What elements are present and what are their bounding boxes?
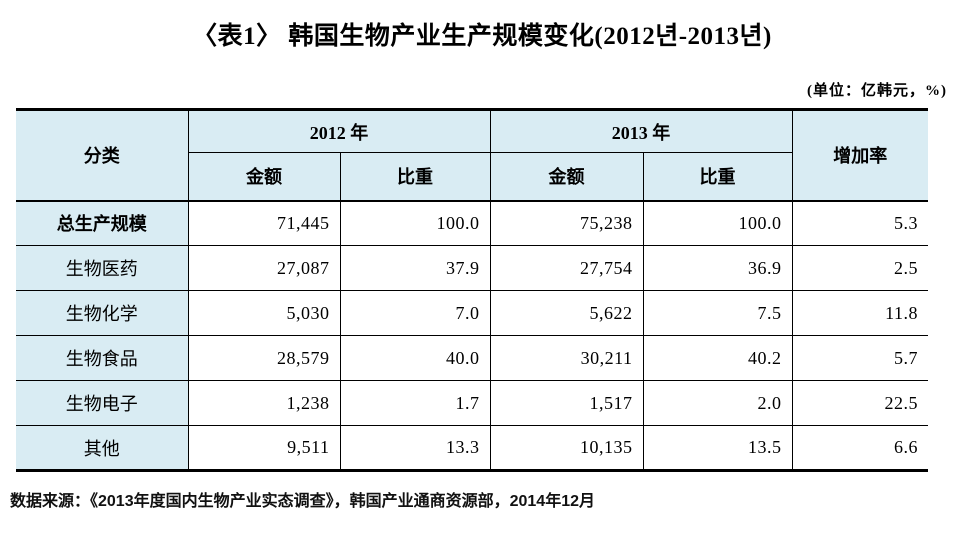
share-2012-cell: 100.0	[339, 199, 491, 246]
amount-2012-cell: 71,445	[187, 199, 341, 246]
header-amount-2013: 金额	[489, 152, 644, 201]
table-row-total: 总生产规模 71,445 100.0 75,238 100.0 5.3	[16, 199, 928, 246]
amount-2013-cell: 1,517	[489, 380, 644, 426]
growth-rate-cell: 11.8	[791, 290, 928, 336]
header-amount-2012: 金额	[188, 152, 341, 201]
share-2013-cell: 100.0	[642, 199, 793, 246]
header-row-years: 分类 2012 年 2013 年 增加率	[16, 109, 928, 201]
table-row-other: 其他 9,511 13.3 10,135 13.5 6.6	[16, 425, 928, 471]
table-title: 〈表1〉 韩国生物产业生产规模变化(2012년-2013년)	[192, 23, 772, 50]
amount-2012-cell: 27,087	[187, 245, 341, 291]
growth-rate-cell: 6.6	[791, 425, 928, 471]
share-2012-cell: 1.7	[339, 380, 491, 426]
header-year-2012: 2012 年	[187, 109, 491, 153]
table-row-biopharma: 生物医药 27,087 37.9 27,754 36.9 2.5	[16, 245, 928, 291]
amount-2012-cell: 9,511	[187, 425, 341, 471]
amount-2012-cell: 5,030	[187, 290, 341, 336]
share-2013-cell: 7.5	[642, 290, 793, 336]
category-cell: 其他	[16, 425, 189, 471]
table-row-biofood: 生物食品 28,579 40.0 30,211 40.2 5.7	[16, 335, 928, 381]
growth-rate-cell: 5.7	[791, 335, 928, 381]
share-2013-cell: 40.2	[642, 335, 793, 381]
category-cell: 生物医药	[16, 245, 189, 291]
unit-note: (单位：亿韩元，%)	[807, 83, 947, 99]
amount-2013-cell: 5,622	[489, 290, 644, 336]
growth-rate-cell: 2.5	[791, 245, 928, 291]
amount-2012-cell: 1,238	[187, 380, 341, 426]
share-2012-cell: 37.9	[339, 245, 491, 291]
share-2012-cell: 40.0	[339, 335, 491, 381]
share-2013-cell: 36.9	[642, 245, 793, 291]
amount-2013-cell: 10,135	[489, 425, 644, 471]
growth-rate-cell: 22.5	[791, 380, 928, 426]
share-2013-cell: 13.5	[642, 425, 793, 471]
table-row-bioelectronics: 生物电子 1,238 1.7 1,517 2.0 22.5	[16, 380, 928, 426]
table-body: 总生产规模 71,445 100.0 75,238 100.0 5.3 生物医药…	[16, 199, 928, 471]
share-2012-cell: 13.3	[339, 425, 491, 471]
amount-2012-cell: 28,579	[187, 335, 341, 381]
amount-2013-cell: 75,238	[489, 199, 644, 246]
amount-2013-cell: 27,754	[489, 245, 644, 291]
category-cell: 总生产规模	[16, 199, 189, 246]
share-2012-cell: 7.0	[339, 290, 491, 336]
category-cell: 生物电子	[16, 380, 189, 426]
category-cell: 生物化学	[16, 290, 189, 336]
header-growth-rate: 增加率	[791, 109, 928, 201]
amount-2013-cell: 30,211	[489, 335, 644, 381]
header-category: 分类	[16, 109, 189, 201]
growth-rate-cell: 5.3	[791, 199, 928, 246]
share-2013-cell: 2.0	[642, 380, 793, 426]
header-share-2012: 比重	[339, 152, 491, 201]
category-cell: 生物食品	[16, 335, 189, 381]
header-share-2013: 比重	[642, 152, 792, 201]
table-header: 分类 2012 年 2013 年 增加率 金额 比重 金额 比重	[16, 109, 928, 201]
table-row-biochemistry: 生物化学 5,030 7.0 5,622 7.5 11.8	[16, 290, 928, 336]
header-year-2013: 2013 年	[489, 109, 793, 153]
data-source-note: 数据来源：《2013年度国内生物产业实态调查》，韩国产业通商资源部，2014年1…	[10, 493, 595, 510]
production-scale-table: 分类 2012 年 2013 年 增加率 金额 比重 金额 比重 总生产规模 7…	[16, 108, 928, 472]
